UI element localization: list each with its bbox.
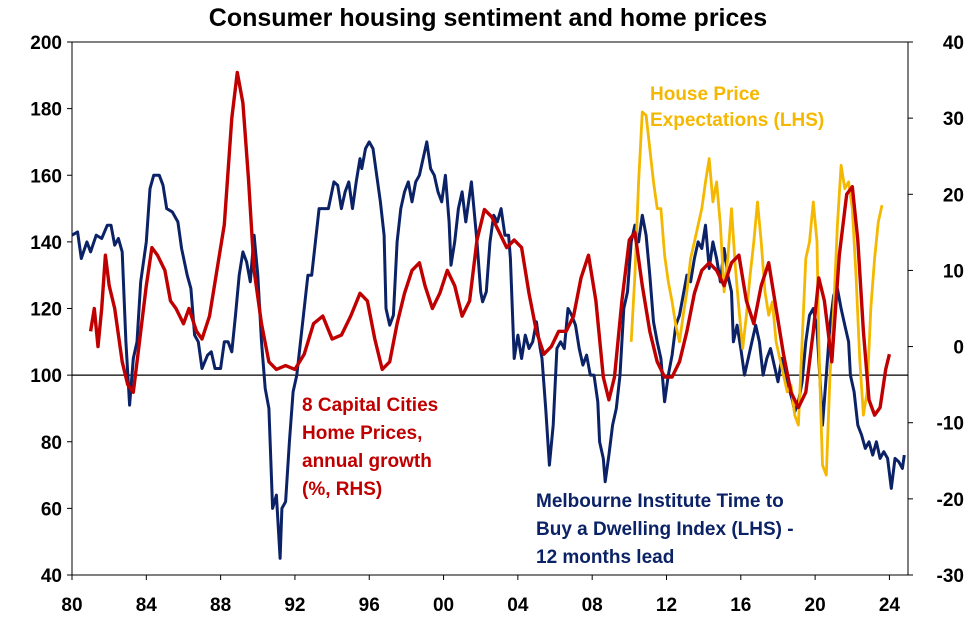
x-tick-label: 20: [805, 595, 826, 616]
x-tick-label: 04: [507, 595, 529, 616]
x-axis: 80 84 88 92 96 00 04 08 12 16 20 24: [61, 575, 900, 616]
series-line-house-price-expectations: [629, 110, 884, 477]
x-tick-label: 00: [433, 595, 454, 616]
right-tick-label: 0: [953, 338, 964, 359]
left-tick-label: 80: [41, 433, 62, 454]
series-line-home-prices: [88, 70, 892, 417]
annotation-line: Melbourne Institute Time to: [536, 491, 784, 512]
x-tick-label: 84: [136, 595, 158, 616]
left-tick-label: 160: [30, 166, 62, 187]
series-line-melbourne-institute: [71, 140, 906, 560]
annotation-line: 8 Capital Cities: [302, 395, 438, 416]
x-tick-label: 24: [879, 595, 901, 616]
annotation-line: (%, RHS): [302, 479, 382, 500]
x-tick-label: 88: [210, 595, 231, 616]
left-tick-label: 100: [30, 366, 62, 387]
left-tick-label: 40: [41, 566, 62, 587]
left-tick-label: 120: [30, 300, 62, 321]
x-tick-label: 12: [656, 595, 677, 616]
annotation-line: 12 months lead: [536, 547, 674, 568]
left-tick-label: 200: [30, 33, 62, 54]
x-tick-label: 16: [730, 595, 751, 616]
x-tick-label: 92: [284, 595, 305, 616]
annotation-house-price-expectations: House Price Expectations (LHS): [650, 84, 824, 131]
x-tick-label: 96: [359, 595, 380, 616]
right-tick-label: 30: [943, 109, 964, 130]
left-tick-label: 140: [30, 233, 62, 254]
right-tick-label: -20: [937, 490, 964, 511]
chart-title: Consumer housing sentiment and home pric…: [209, 4, 767, 32]
annotation-line: Home Prices,: [302, 423, 422, 444]
right-tick-label: -30: [937, 566, 964, 587]
annotation-melbourne-institute: Melbourne Institute Time to Buy a Dwelli…: [536, 491, 794, 568]
annotation-line: Expectations (LHS): [650, 110, 824, 131]
right-tick-label: 10: [943, 261, 964, 282]
annotation-line: House Price: [650, 84, 760, 105]
right-tick-label: 20: [943, 185, 964, 206]
annotation-line: Buy a Dwelling Index (LHS) -: [536, 519, 794, 540]
right-tick-label: 40: [943, 33, 964, 54]
x-tick-label: 08: [582, 595, 603, 616]
annotation-home-prices: 8 Capital Cities Home Prices, annual gro…: [302, 395, 438, 500]
left-tick-label: 180: [30, 100, 62, 121]
left-axis: 40 60 80 100 120 140 160 180 200: [30, 33, 72, 587]
left-tick-label: 60: [41, 499, 62, 520]
right-axis: -30 -20 -10 0 10 20 30 40: [908, 33, 964, 587]
x-tick-label: 80: [61, 595, 82, 616]
right-tick-label: -10: [937, 414, 964, 435]
annotation-line: annual growth: [302, 451, 432, 472]
